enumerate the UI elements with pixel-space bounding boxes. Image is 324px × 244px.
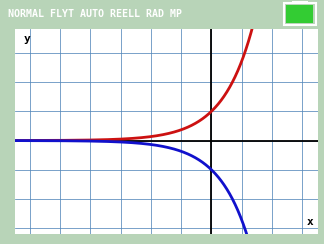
- Text: y: y: [24, 34, 30, 44]
- Text: NORMAL FLYT AUTO REELL RAD MP: NORMAL FLYT AUTO REELL RAD MP: [8, 9, 182, 19]
- Bar: [286, 5, 313, 23]
- Bar: [284, 3, 316, 25]
- Bar: [292, 0, 308, 3]
- Text: x: x: [306, 217, 313, 227]
